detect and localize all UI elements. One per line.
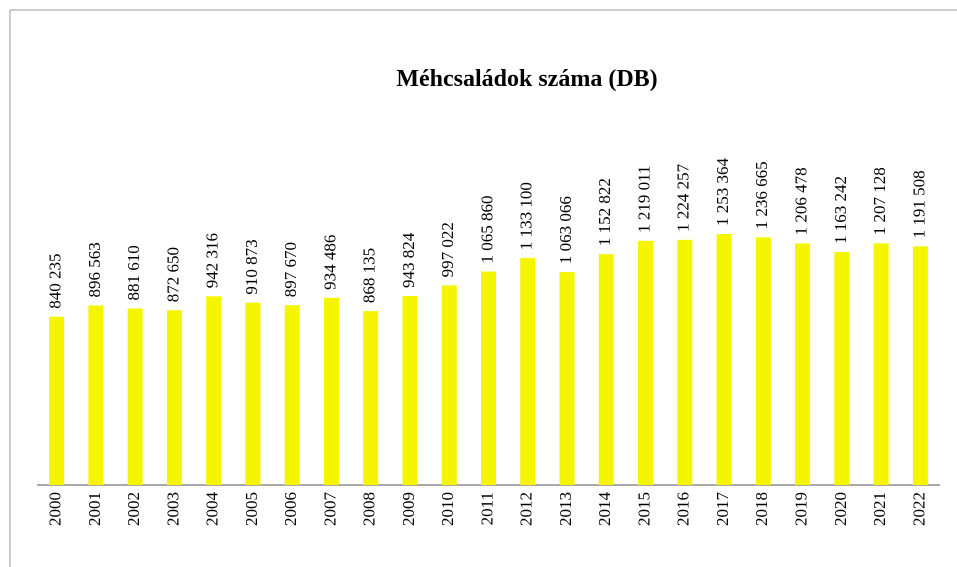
data-label: 1 253 364	[713, 158, 732, 227]
x-tick-label: 2011	[477, 492, 496, 525]
data-label: 1 065 860	[477, 196, 496, 264]
bar	[402, 295, 418, 485]
bar	[166, 310, 182, 485]
bar	[206, 296, 222, 485]
bar	[755, 237, 771, 485]
bar	[88, 305, 104, 485]
x-tick-label: 2014	[595, 492, 614, 527]
data-label: 934 486	[320, 235, 339, 290]
data-label: 1 163 242	[831, 176, 850, 244]
x-tick-label: 2020	[831, 492, 850, 526]
bar	[127, 308, 143, 485]
bar	[873, 243, 889, 485]
x-tick-label: 2006	[281, 492, 300, 526]
x-tick-label: 2018	[752, 492, 771, 526]
data-label: 997 022	[438, 222, 457, 277]
chart-title: Méhcsaládok száma (DB)	[396, 66, 657, 92]
bar	[795, 243, 811, 485]
bar	[481, 271, 496, 485]
bar	[677, 239, 693, 485]
x-tick-label: 2022	[909, 492, 928, 526]
x-tick-label: 2000	[46, 492, 65, 526]
bar	[834, 252, 850, 485]
data-label: 1 224 257	[674, 163, 693, 232]
data-label: 1 191 508	[909, 170, 928, 238]
data-label: 840 235	[46, 253, 65, 308]
data-label: 881 610	[124, 245, 143, 300]
x-tick-label: 2012	[517, 492, 536, 526]
bar	[323, 297, 339, 485]
x-tick-label: 2021	[870, 492, 889, 526]
x-tick-label: 2009	[399, 492, 418, 526]
data-label: 1 063 066	[556, 196, 575, 264]
x-tick-label: 2002	[124, 492, 143, 526]
data-label: 910 873	[242, 239, 261, 294]
bar	[638, 240, 654, 485]
x-tick-label: 2015	[634, 492, 653, 526]
x-tick-label: 2019	[791, 492, 810, 526]
x-tick-label: 2004	[203, 492, 222, 527]
data-label: 1 207 128	[870, 167, 889, 235]
bar	[49, 316, 65, 485]
data-label: 1 206 478	[791, 167, 810, 235]
data-label: 897 670	[281, 242, 300, 297]
bar	[559, 272, 575, 485]
data-label: 896 563	[85, 242, 104, 297]
bar	[363, 311, 379, 485]
x-tick-label: 2001	[85, 492, 104, 526]
data-label: 1 236 665	[752, 161, 771, 229]
x-tick-label: 2007	[320, 492, 339, 527]
bar	[912, 246, 928, 485]
data-label: 1 219 011	[634, 166, 653, 233]
data-label: 942 316	[203, 233, 222, 288]
bar	[520, 258, 536, 485]
x-tick-label: 2003	[163, 492, 182, 526]
x-tick-label: 2013	[556, 492, 575, 526]
x-tick-label: 2010	[438, 492, 457, 526]
data-label: 872 650	[163, 247, 182, 302]
data-label: 868 135	[360, 248, 379, 303]
x-tick-label: 2016	[674, 492, 693, 526]
bar	[441, 285, 457, 485]
data-label: 1 133 100	[517, 182, 536, 250]
bar	[716, 234, 732, 485]
data-label: 943 824	[399, 232, 418, 288]
x-tick-label: 2008	[360, 492, 379, 526]
bar	[598, 254, 614, 485]
x-tick-label: 2017	[713, 492, 732, 527]
data-label: 1 152 822	[595, 178, 614, 246]
bar	[284, 305, 300, 485]
bar	[245, 302, 261, 485]
x-tick-label: 2005	[242, 492, 261, 526]
